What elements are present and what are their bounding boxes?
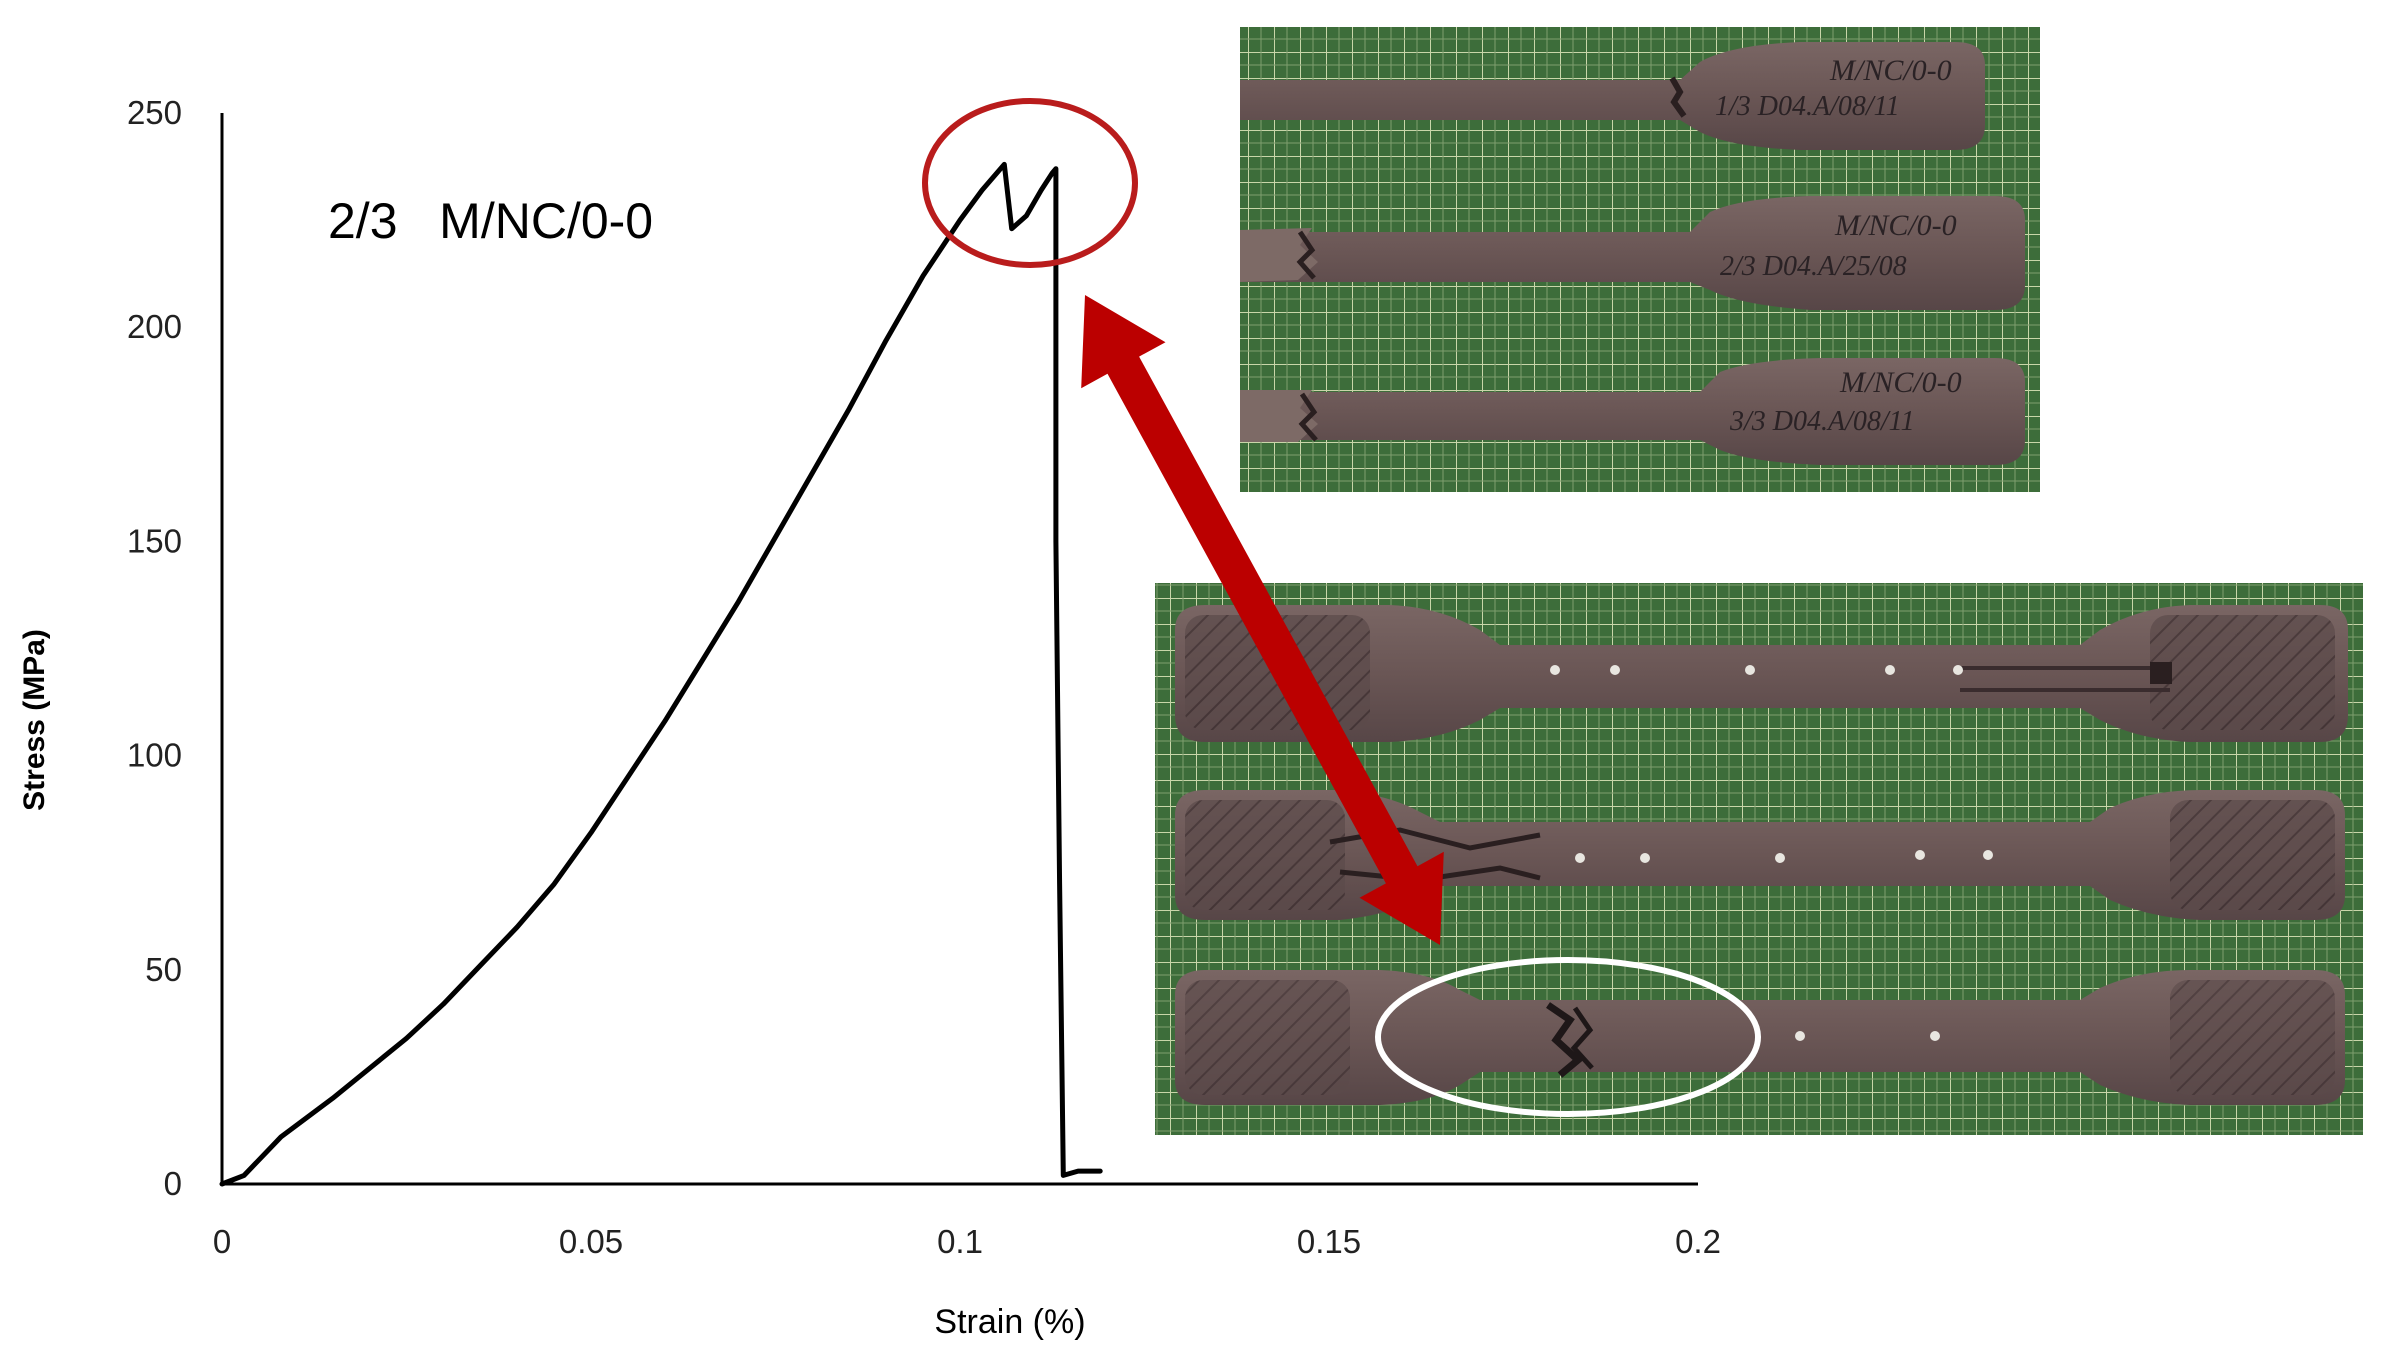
- double-arrow-shape: [1081, 295, 1444, 945]
- x-tick-label: 0.15: [1297, 1223, 1361, 1260]
- top-specimen-2: [1240, 196, 2025, 310]
- top-specimen-2-label-line1: M/NC/0-0: [1834, 209, 1957, 242]
- top-specimen-1-label-line1: M/NC/0-0: [1829, 54, 1952, 87]
- x-tick-label: 0.05: [559, 1223, 623, 1260]
- top-specimen-1-label-line2: 1/3 D04.A/08/11: [1715, 91, 1900, 122]
- top-specimen-3: [1240, 358, 2025, 465]
- peak-highlight-circle: [922, 98, 1138, 268]
- y-tick-label: 150: [127, 522, 182, 559]
- x-tick-label: 0.1: [937, 1223, 983, 1260]
- y-tick-label: 100: [127, 737, 182, 774]
- y-tick-label: 50: [145, 951, 182, 988]
- stress-strain-curve: [219, 161, 1103, 1187]
- y-tick-label: 200: [127, 308, 182, 345]
- stress-strain-chart: 0 50 100 150 200 250 0 0.05 0.1 0.15 0.2 Stress (…: [18, 94, 1721, 1341]
- y-tick-labels: 0 50 100 150 200 250: [127, 94, 182, 1202]
- x-axis-label: Strain (%): [934, 1303, 1085, 1341]
- top-photo: M/NC/0-0 1/3 D04.A/08/11 M/NC/0-0 2/3 D0…: [1240, 27, 2040, 492]
- x-tick-label: 0: [213, 1223, 231, 1260]
- y-axis-label: Stress (MPa): [18, 629, 51, 811]
- fracture-highlight-circle: [1375, 957, 1761, 1117]
- x-tick-labels: 0 0.05 0.1 0.15 0.2: [213, 1223, 1721, 1260]
- top-specimen-2-label-line2: 2/3 D04.A/25/08: [1720, 251, 1907, 282]
- top-specimen-3-label-line1: M/NC/0-0: [1839, 366, 1962, 399]
- x-tick-label: 0.2: [1675, 1223, 1721, 1260]
- y-tick-label: 0: [164, 1165, 182, 1202]
- bottom-photo: [1155, 583, 2363, 1135]
- bottom-specimen-2: [1175, 790, 2345, 920]
- top-specimen-3-label-line2: 3/3 D04.A/08/11: [1729, 406, 1915, 437]
- specimen-annotation: 2/3 M/NC/0-0: [328, 193, 653, 249]
- top-specimen-1: [1240, 42, 1985, 150]
- series-group: [219, 161, 1103, 1187]
- y-tick-label: 250: [127, 94, 182, 131]
- double-arrow: [1081, 295, 1444, 945]
